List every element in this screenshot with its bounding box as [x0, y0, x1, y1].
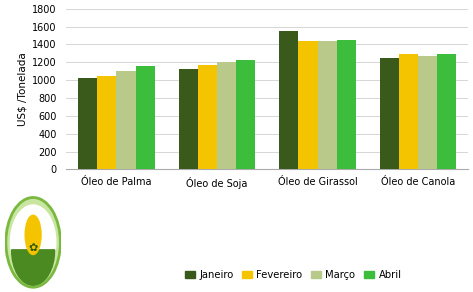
- Legend: Janeiro, Fevereiro, Março, Abril: Janeiro, Fevereiro, Março, Abril: [181, 266, 405, 284]
- Bar: [317, 41, 337, 169]
- Circle shape: [6, 197, 61, 287]
- Y-axis label: US$ /Tonelada: US$ /Tonelada: [18, 52, 28, 126]
- Bar: [179, 69, 198, 169]
- Wedge shape: [11, 250, 55, 285]
- Bar: [380, 58, 399, 169]
- Bar: [97, 76, 116, 169]
- Bar: [399, 54, 418, 169]
- Bar: [116, 71, 136, 169]
- Bar: [217, 62, 236, 169]
- Bar: [198, 65, 217, 169]
- Text: ✿: ✿: [28, 243, 38, 253]
- Bar: [337, 40, 356, 169]
- Bar: [136, 66, 155, 169]
- Bar: [236, 60, 255, 169]
- Bar: [298, 41, 317, 169]
- Bar: [418, 55, 437, 169]
- Circle shape: [10, 205, 56, 280]
- Bar: [437, 54, 456, 169]
- Bar: [79, 78, 97, 169]
- Bar: [279, 31, 298, 169]
- Ellipse shape: [25, 215, 41, 255]
